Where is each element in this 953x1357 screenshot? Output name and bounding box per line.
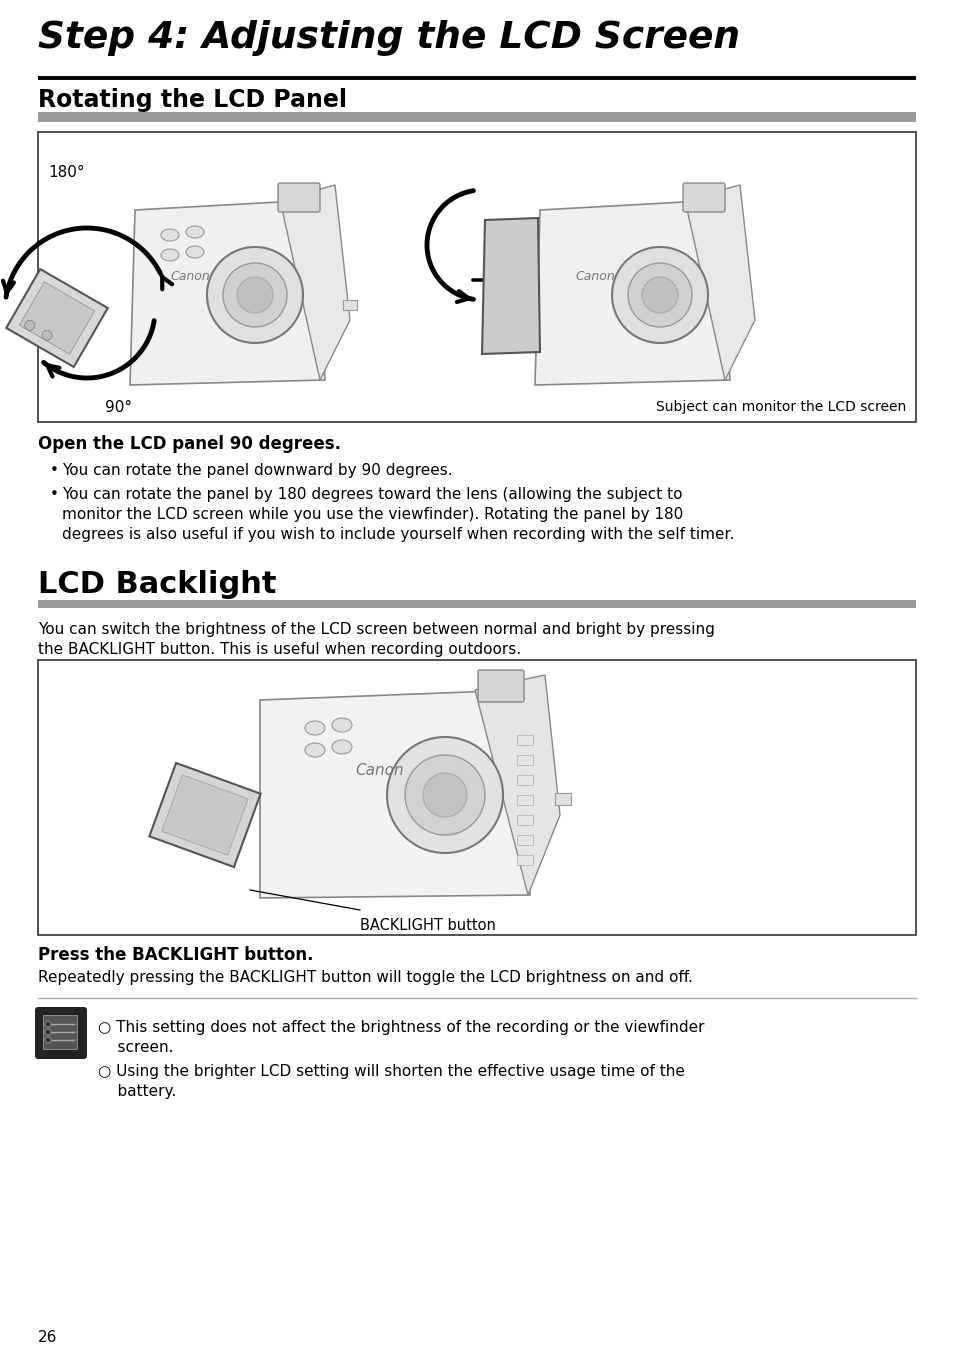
Circle shape	[627, 263, 691, 327]
Circle shape	[45, 1020, 51, 1027]
Text: Press the BACKLIGHT button.: Press the BACKLIGHT button.	[38, 946, 314, 963]
Circle shape	[45, 1037, 51, 1044]
FancyBboxPatch shape	[277, 183, 319, 212]
Bar	[517, 735, 533, 745]
Text: degrees is also useful if you wish to include yourself when recording with the s: degrees is also useful if you wish to in…	[62, 527, 734, 541]
Text: Rotating the LCD Panel: Rotating the LCD Panel	[38, 88, 347, 113]
Text: Repeatedly pressing the BACKLIGHT button will toggle the LCD brightness on and o: Repeatedly pressing the BACKLIGHT button…	[38, 970, 692, 985]
Text: Step 4: Adjusting the LCD Screen: Step 4: Adjusting the LCD Screen	[38, 20, 740, 56]
Bar	[517, 816, 533, 825]
Polygon shape	[684, 185, 754, 380]
Circle shape	[387, 737, 502, 854]
Circle shape	[612, 247, 707, 343]
Ellipse shape	[186, 227, 204, 237]
Ellipse shape	[161, 229, 179, 242]
Text: battery.: battery.	[98, 1084, 176, 1099]
Ellipse shape	[305, 721, 325, 735]
Ellipse shape	[161, 248, 179, 261]
Ellipse shape	[332, 718, 352, 731]
Text: You can rotate the panel by 180 degrees toward the lens (allowing the subject to: You can rotate the panel by 180 degrees …	[62, 487, 681, 502]
Polygon shape	[19, 282, 94, 354]
Polygon shape	[280, 185, 350, 380]
Text: Subject can monitor the LCD screen: Subject can monitor the LCD screen	[655, 400, 905, 414]
FancyBboxPatch shape	[682, 183, 724, 212]
Circle shape	[405, 754, 484, 835]
Text: 180°: 180°	[48, 166, 85, 180]
Circle shape	[422, 773, 467, 817]
Text: Open the LCD panel 90 degrees.: Open the LCD panel 90 degrees.	[38, 436, 340, 453]
Text: Canon: Canon	[355, 763, 404, 778]
Text: You can switch the brightness of the LCD screen between normal and bright by pre: You can switch the brightness of the LCD…	[38, 622, 714, 636]
Circle shape	[42, 330, 52, 341]
Circle shape	[45, 1029, 51, 1035]
Polygon shape	[260, 689, 530, 898]
Text: LCD Backlight: LCD Backlight	[38, 570, 276, 598]
Text: ○ Using the brighter LCD setting will shorten the effective usage time of the: ○ Using the brighter LCD setting will sh…	[98, 1064, 684, 1079]
Bar	[38, 132, 915, 422]
Bar	[517, 775, 533, 784]
Bar	[555, 792, 571, 805]
Text: Canon: Canon	[170, 270, 210, 284]
Ellipse shape	[332, 740, 352, 754]
FancyBboxPatch shape	[43, 1015, 77, 1049]
Text: ○ This setting does not affect the brightness of the recording or the viewfinder: ○ This setting does not affect the brigh…	[98, 1020, 703, 1035]
Polygon shape	[150, 763, 260, 867]
Bar	[38, 113, 915, 122]
Text: screen.: screen.	[98, 1039, 173, 1054]
Ellipse shape	[305, 744, 325, 757]
Bar	[38, 660, 915, 935]
Circle shape	[207, 247, 303, 343]
Polygon shape	[535, 199, 729, 385]
Text: •: •	[50, 487, 59, 502]
Bar	[343, 300, 356, 309]
Polygon shape	[162, 775, 248, 855]
Circle shape	[223, 263, 287, 327]
Polygon shape	[481, 218, 539, 354]
Bar	[38, 600, 915, 608]
Polygon shape	[7, 269, 108, 366]
FancyBboxPatch shape	[477, 670, 523, 702]
Text: 90°: 90°	[105, 400, 132, 415]
Polygon shape	[475, 674, 559, 896]
Circle shape	[641, 277, 678, 313]
Circle shape	[236, 277, 273, 313]
Text: •: •	[50, 463, 59, 478]
Text: monitor the LCD screen while you use the viewfinder). Rotating the panel by 180: monitor the LCD screen while you use the…	[62, 508, 682, 522]
Bar	[517, 754, 533, 765]
Bar	[517, 795, 533, 805]
Polygon shape	[130, 199, 325, 385]
Text: Canon: Canon	[575, 270, 615, 284]
Text: BACKLIGHT button: BACKLIGHT button	[359, 917, 496, 934]
Text: You can rotate the panel downward by 90 degrees.: You can rotate the panel downward by 90 …	[62, 463, 452, 478]
FancyBboxPatch shape	[35, 1007, 87, 1058]
Bar	[517, 835, 533, 845]
Text: 26: 26	[38, 1330, 57, 1345]
Ellipse shape	[186, 246, 204, 258]
Text: the BACKLIGHT button. This is useful when recording outdoors.: the BACKLIGHT button. This is useful whe…	[38, 642, 520, 657]
Bar	[517, 855, 533, 864]
Circle shape	[25, 320, 34, 330]
